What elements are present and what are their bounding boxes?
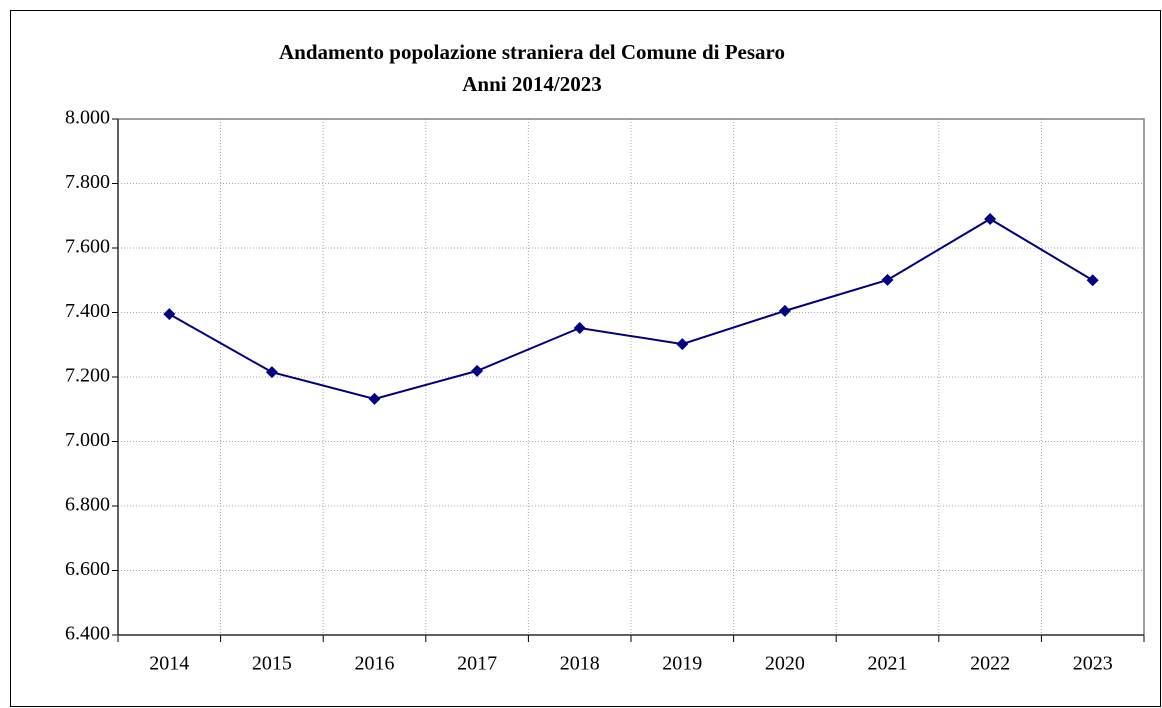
data-marker <box>163 308 176 321</box>
chart-subtitle: Anni 2014/2023 <box>462 72 601 96</box>
y-tick-label: 6.800 <box>65 494 110 516</box>
x-tick-label: 2014 <box>149 653 189 675</box>
data-marker <box>984 212 997 225</box>
x-tick-label: 2015 <box>252 653 292 675</box>
data-marker <box>778 304 791 317</box>
x-tick-label: 2019 <box>662 653 702 675</box>
data-marker <box>471 364 484 377</box>
y-tick-label: 8.000 <box>65 107 110 129</box>
data-marker <box>265 366 278 379</box>
y-tick-label: 6.600 <box>65 558 110 580</box>
x-tick-label: 2018 <box>560 653 600 675</box>
chart-border <box>10 10 1161 707</box>
data-marker <box>573 321 586 334</box>
x-tick-label: 2020 <box>765 653 805 675</box>
y-tick-label: 7.000 <box>65 429 110 451</box>
y-tick-label: 7.400 <box>65 300 110 322</box>
y-tick-label: 7.800 <box>65 171 110 193</box>
x-tick-label: 2021 <box>868 653 908 675</box>
data-marker <box>1086 274 1099 287</box>
x-tick-label: 2022 <box>970 653 1010 675</box>
chart-title: Andamento popolazione straniera del Comu… <box>279 40 785 64</box>
x-tick-label: 2017 <box>457 653 497 675</box>
data-marker <box>881 273 894 286</box>
data-marker <box>368 392 381 405</box>
y-tick-label: 6.400 <box>65 623 110 645</box>
x-tick-label: 2023 <box>1073 653 1113 675</box>
data-marker <box>676 338 689 351</box>
y-tick-label: 7.600 <box>65 236 110 258</box>
data-line <box>168 217 1094 400</box>
y-tick-label: 7.200 <box>65 365 110 387</box>
x-tick-label: 2016 <box>355 653 395 675</box>
